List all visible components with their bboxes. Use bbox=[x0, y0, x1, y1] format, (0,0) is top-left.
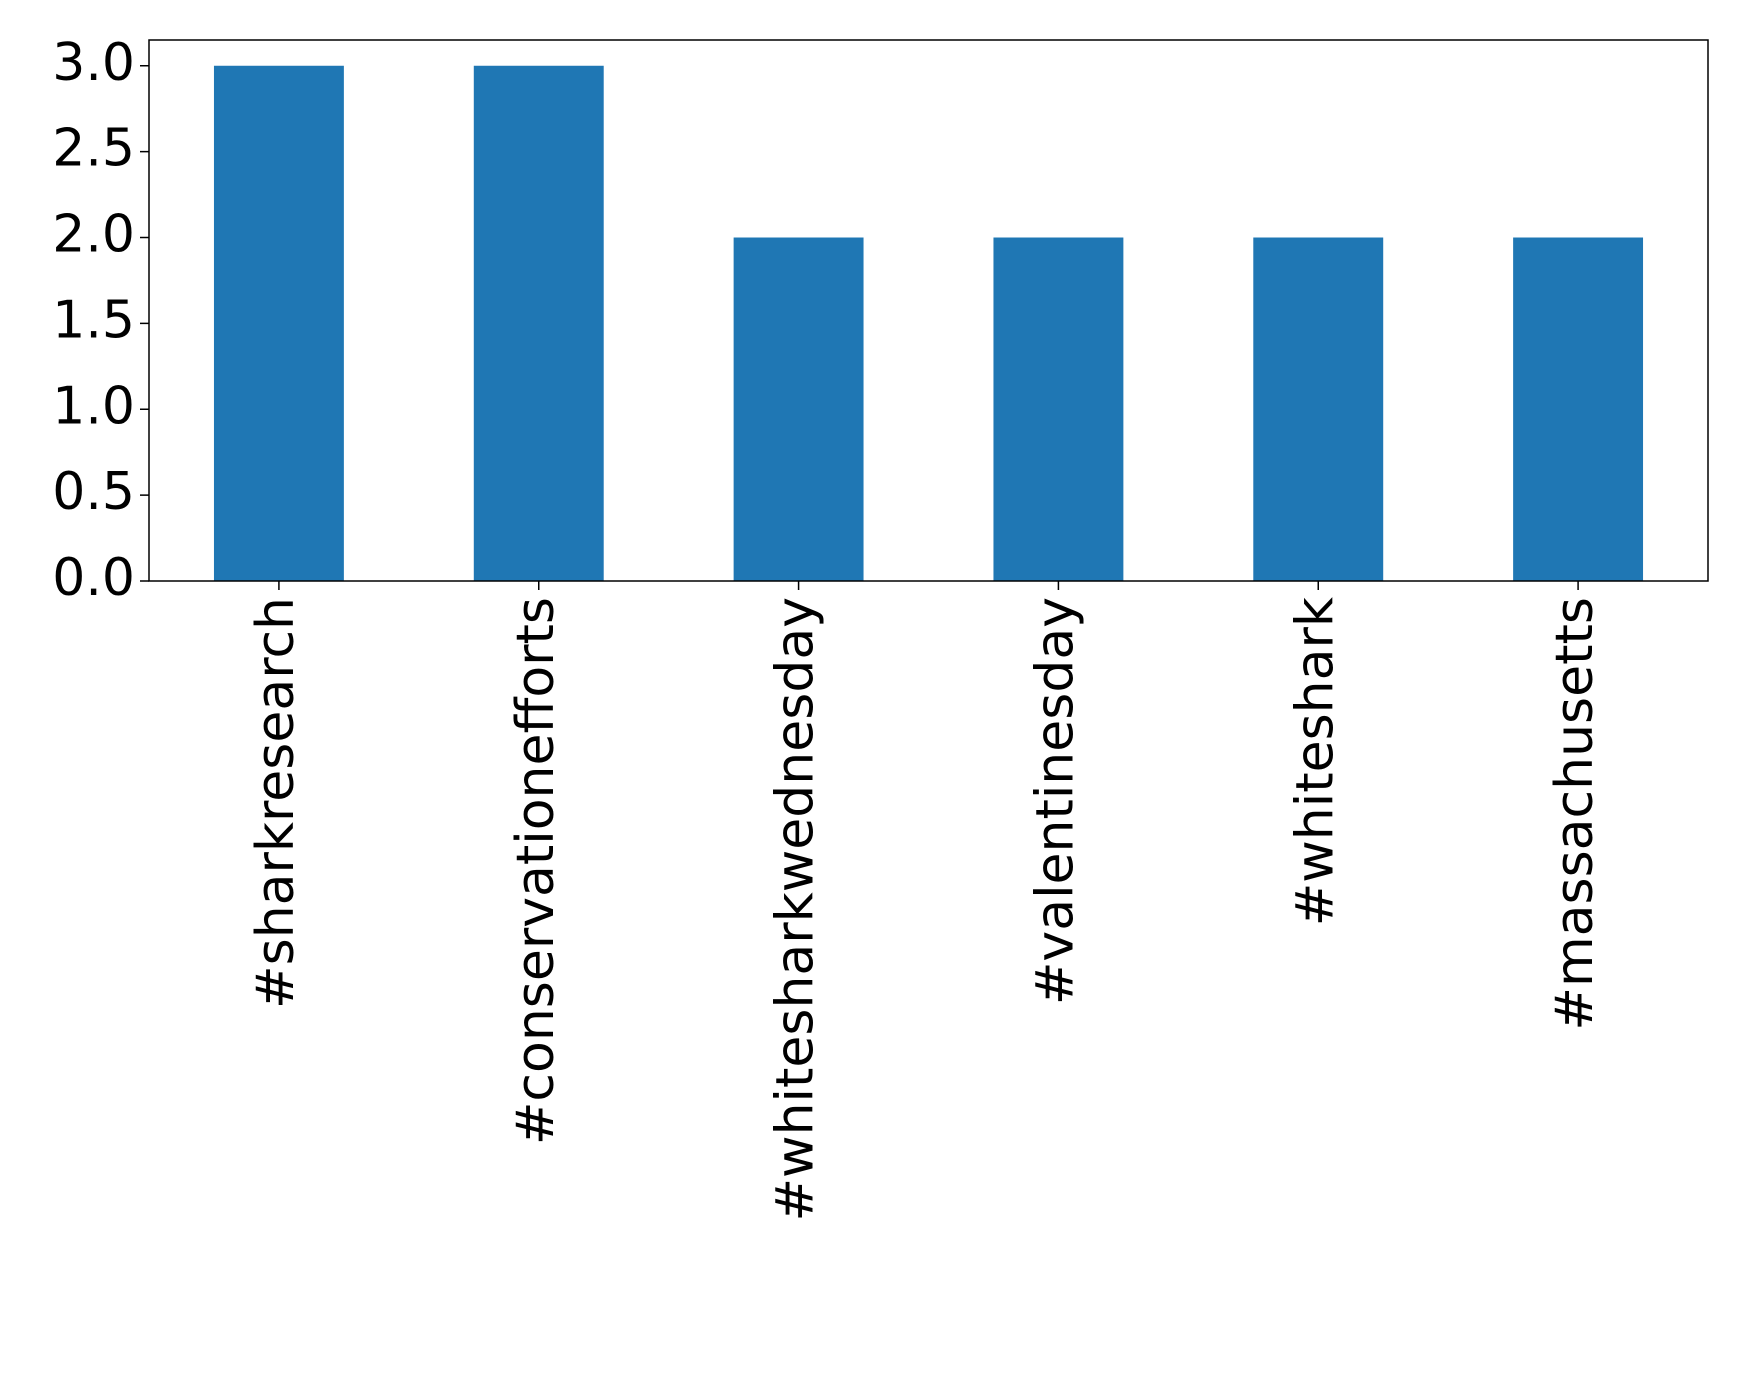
plot-frame bbox=[148, 39, 1709, 582]
y-tick-label: 2.5 bbox=[52, 119, 135, 179]
y-tick-label: 1.0 bbox=[52, 376, 135, 436]
x-tick-label: #massachusetts bbox=[1545, 597, 1605, 1031]
y-tick-label: 0.0 bbox=[52, 548, 135, 608]
y-tick-label: 2.0 bbox=[52, 205, 135, 265]
bar bbox=[213, 65, 344, 581]
y-tick-label: 1.5 bbox=[52, 290, 135, 350]
bar bbox=[1253, 237, 1384, 581]
x-tick-label: #valentinesday bbox=[1025, 597, 1085, 1005]
y-tick-label: 0.5 bbox=[52, 462, 135, 522]
bar bbox=[1513, 237, 1644, 581]
bar bbox=[473, 65, 604, 581]
x-tick-label: #sharkresearch bbox=[246, 597, 306, 1009]
y-tick-label: 3.0 bbox=[52, 33, 135, 93]
bar bbox=[993, 237, 1124, 581]
x-tick-label: #conservationefforts bbox=[506, 597, 566, 1145]
x-tick-label: #whiteshark bbox=[1285, 597, 1345, 926]
x-tick-label: #whitesharkwednesday bbox=[766, 597, 826, 1222]
bar bbox=[733, 237, 864, 581]
